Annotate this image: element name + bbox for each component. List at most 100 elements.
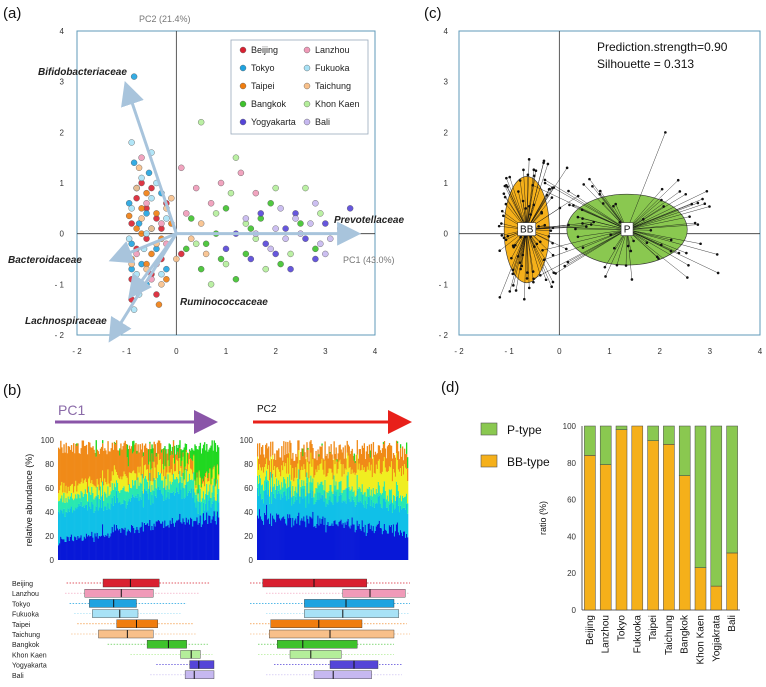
legend-marker-khon-kaen [303,100,311,108]
area-yellow-column [340,464,342,481]
area-cyan-column [130,497,133,526]
area-teal-column [163,487,165,501]
area-cyan-column [350,501,352,526]
area-cyan-column [373,507,376,534]
area-yellow-column [134,473,136,481]
area-blue-column [330,525,332,560]
area-green-column [307,447,309,450]
area-cyan-column [376,503,379,525]
area-orange-column [163,469,165,477]
boxplot-box-beijing [262,578,367,588]
area-yellow-column [140,475,143,484]
area-teal-column [127,492,130,502]
area-yellow-column [275,477,277,490]
area-blue-column [402,531,405,560]
cluster-point-bb [502,214,505,218]
area-yellow-column [99,478,102,487]
point-fukuoka [125,235,133,242]
area-blue-column [294,520,296,560]
area-cyan-column [301,488,303,519]
area-green-column [165,449,167,467]
area-yellow-column [339,459,341,482]
area-green-column [148,449,150,465]
area-orange-column [369,457,372,471]
area-teal-column [315,487,317,502]
area-blue-column [167,524,169,560]
area-blue-column [137,529,139,560]
area-yellow-column [335,460,337,482]
area-teal-column [378,485,381,496]
area-orange-column [195,485,197,488]
area-yellow-column [155,478,158,489]
area-teal-column [123,486,125,500]
category-label-bangkok: Bangkok [680,614,691,654]
area-orange-column [169,455,171,473]
area-cyan-column [81,506,83,541]
area-yellow-column [130,473,133,489]
area-green-column [190,450,192,459]
cluster-point-p [649,228,653,232]
area-cyan-column [203,510,206,521]
bar-bb-type-tokyo [615,429,628,611]
area-orange-column [261,446,263,471]
area-teal-column [132,480,134,495]
area-cyan-column [273,493,275,519]
area-blue-column [404,537,407,560]
area-teal-column [400,501,403,510]
boxplot-box-taichung [269,629,395,639]
area-teal-column [283,477,285,492]
area-cyan-column [66,512,68,537]
area-yellow-column [348,468,350,488]
area-yellow-column [171,474,174,482]
area-orange-column [117,450,119,476]
area-cyan-column [102,494,104,525]
area-green-column [205,450,207,474]
area-orange-column [403,448,406,465]
panel-d-ytick: 100 [563,422,577,431]
area-orange-column [344,445,346,469]
area-yellow-column [315,469,317,488]
cluster-link-bb [526,229,534,283]
area-cyan-column [289,486,291,515]
area-orange-column [264,457,266,467]
area-blue-column [196,517,198,560]
area-yellow-column [263,472,265,491]
area-orange-column [159,443,162,460]
area-teal-column [152,490,154,504]
area-yellow-column [291,479,293,498]
area-yellow-column [70,484,73,493]
area-teal-column [154,479,156,496]
area-teal-column [59,500,61,514]
point-tokyo [130,73,138,80]
area-teal-column [391,502,394,513]
area-yellow-column [329,468,331,485]
boxplot-label-yogyakarta: Yogyakarta [12,663,47,670]
area-cyan-column [64,516,66,542]
cluster-point-bb [514,243,517,247]
area-orange-column [313,458,315,478]
area-yellow-column [384,467,387,491]
area-orange-column [355,454,357,473]
area-blue-column [217,517,220,560]
area-teal-column [173,479,176,496]
cluster-point-p [693,221,697,225]
area-blue-column [258,518,260,560]
area-yellow-column [332,479,334,494]
cluster-point-bb [505,176,508,180]
cluster-point-bb [511,268,515,272]
area-orange-column [308,461,310,479]
area-yellow-column [284,466,286,480]
area-blue-column [60,536,62,560]
area-yellow-column [382,461,385,487]
category-label-taipei: Taipei [648,615,659,641]
area-blue-column [156,521,159,560]
area-teal-column [390,489,393,500]
point-khon-kaen [227,189,235,197]
area-teal-column [120,490,122,505]
area-teal-column [299,496,301,504]
point-khon-kaen [287,250,294,258]
area-blue-column [286,525,288,560]
area-yellow-column [319,464,321,484]
area-orange-column [99,448,102,479]
area-orange-column [103,451,105,486]
